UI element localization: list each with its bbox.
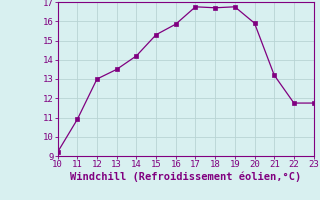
X-axis label: Windchill (Refroidissement éolien,°C): Windchill (Refroidissement éolien,°C) xyxy=(70,172,301,182)
